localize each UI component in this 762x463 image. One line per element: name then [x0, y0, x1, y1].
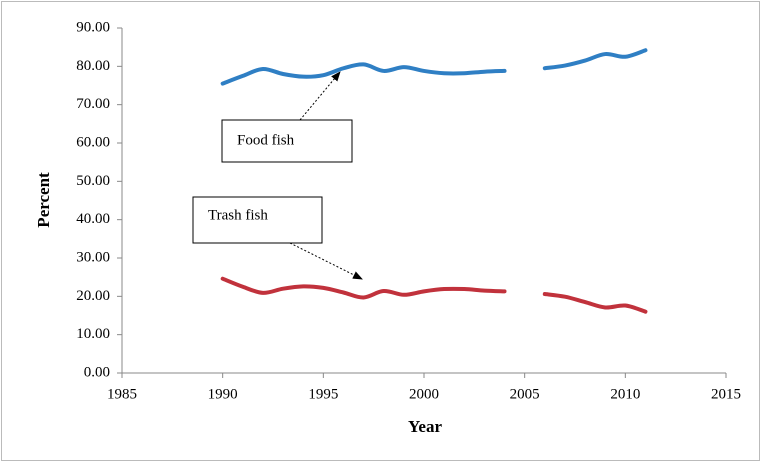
- x-tick-label: 1990: [208, 386, 238, 402]
- plot-area: 0.00 10.00 20.00 30.00 40.00 50.00 60.00 70.00 8…: [76, 19, 741, 402]
- y-tick-label: 40.00: [76, 211, 110, 227]
- series-line: [220, 48, 648, 86]
- x-tick-label: 2000: [409, 386, 439, 402]
- y-tick-label: 20.00: [76, 288, 110, 304]
- y-tick-label: 30.00: [76, 249, 110, 265]
- y-tick-label: 90.00: [76, 19, 110, 35]
- annotation-box: [221, 119, 353, 163]
- y-axis-label: Percent: [34, 172, 53, 228]
- x-tick-label: 2015: [711, 386, 741, 402]
- y-tick-label: 70.00: [76, 96, 110, 112]
- y-tick-label: 10.00: [76, 326, 110, 342]
- x-tick-label: 1985: [107, 386, 137, 402]
- annotation-arrow: [289, 242, 363, 280]
- annotation-box: [192, 196, 323, 244]
- x-axis-label: Year: [408, 417, 442, 436]
- x-tick-label: 2005: [510, 386, 540, 402]
- series-line: [220, 276, 648, 314]
- y-tick-label: 50.00: [76, 173, 110, 189]
- annotation: Trash fish: [208, 207, 268, 223]
- x-tick-label: 1995: [308, 386, 338, 402]
- y-tick-label: 0.00: [84, 364, 110, 380]
- annotation: Food fish: [237, 132, 295, 148]
- annotation-arrow: [299, 71, 341, 121]
- y-tick-label: 80.00: [76, 58, 110, 74]
- x-tick-label: 2010: [610, 386, 640, 402]
- y-tick-label: 60.00: [76, 134, 110, 150]
